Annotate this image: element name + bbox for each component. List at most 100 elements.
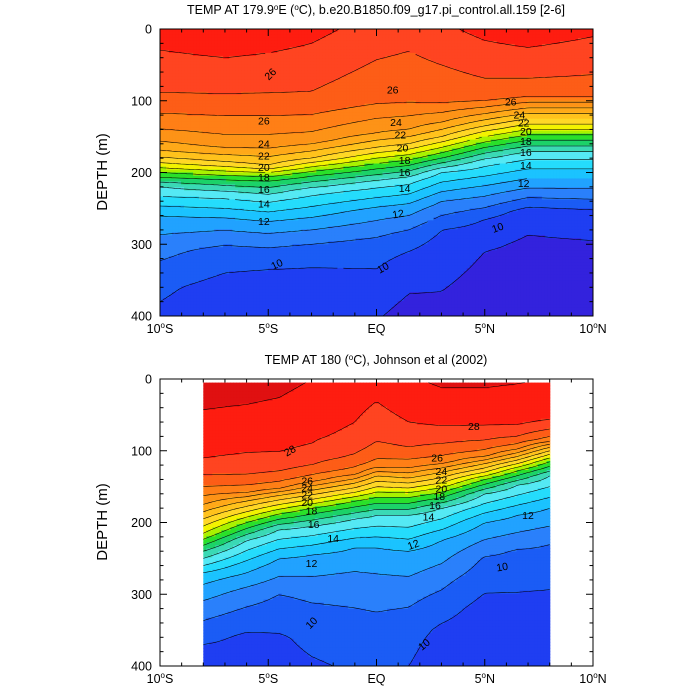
contour-fill-cell xyxy=(232,31,236,36)
contour-fill-cell xyxy=(457,34,462,39)
contour-fill-cell xyxy=(412,91,417,96)
contour-fill-cell xyxy=(589,64,593,69)
contour-fill-cell xyxy=(304,31,308,36)
contour-fill-cell xyxy=(322,67,326,72)
contour-fill-cell xyxy=(364,52,369,57)
contour-fill-cell xyxy=(412,40,417,45)
contour-fill-cell xyxy=(403,85,408,90)
contour-fill-cell xyxy=(565,49,570,54)
contour-fill-cell xyxy=(505,73,510,78)
contour-fill-cell xyxy=(256,61,260,66)
contour-fill-cell xyxy=(358,34,363,39)
contour-fill-cell xyxy=(169,58,173,63)
contour-fill-cell xyxy=(424,37,429,42)
contour-fill-cell xyxy=(316,76,320,81)
contour-fill-cell xyxy=(433,70,438,75)
contour-fill-cell xyxy=(265,70,269,75)
contour-fill-cell xyxy=(490,40,495,45)
contour-fill-cell xyxy=(268,97,272,102)
contour-fill-cell xyxy=(163,55,167,60)
contour-fill-cell xyxy=(283,37,287,42)
contour-fill-cell xyxy=(487,82,492,87)
contour-fill-cell xyxy=(319,70,323,75)
contour-fill-cell xyxy=(208,40,212,45)
contour-fill-cell xyxy=(346,67,351,72)
contour-fill-cell xyxy=(421,52,426,57)
contour-fill-cell xyxy=(361,37,366,42)
contour-fill-cell xyxy=(490,29,495,33)
contour-fill-cell xyxy=(235,79,239,84)
contour-fill-cell xyxy=(241,55,245,60)
contour-fill-cell xyxy=(391,43,396,48)
contour-fill-cell xyxy=(238,88,242,93)
contour-fill-cell xyxy=(550,46,555,51)
contour-fill-cell xyxy=(238,31,242,36)
contour-fill-cell xyxy=(514,70,519,75)
contour-fill-cell xyxy=(418,79,423,84)
contour-fill-cell xyxy=(496,67,501,72)
contour-fill-cell xyxy=(307,94,311,99)
contour-fill-cell xyxy=(346,31,351,36)
contour-fill-cell xyxy=(349,91,354,96)
contour-fill-cell xyxy=(418,67,423,72)
contour-fill-cell xyxy=(541,37,546,42)
contour-fill-cell xyxy=(313,43,317,48)
contour-fill-cell xyxy=(460,91,465,96)
contour-fill-cell xyxy=(322,94,326,99)
contour-fill-cell xyxy=(358,67,363,72)
contour-fill-cell xyxy=(400,64,405,69)
contour-fill-cell xyxy=(358,52,363,57)
contour-fill-cell xyxy=(328,58,332,63)
contour-fill-cell xyxy=(574,82,579,87)
contour-fill-cell xyxy=(364,31,369,36)
contour-fill-cell xyxy=(589,67,593,72)
contour-fill-cell xyxy=(328,40,332,45)
contour-fill-cell xyxy=(586,49,591,54)
contour-fill-cell xyxy=(202,97,206,102)
contour-fill-cell xyxy=(241,70,245,75)
contour-fill-cell xyxy=(202,76,206,81)
contour-fill-cell xyxy=(577,76,582,81)
contour-fill-cell xyxy=(169,97,173,102)
contour-fill-cell xyxy=(166,43,170,48)
contour-fill-cell xyxy=(544,31,549,36)
contour-fill-cell xyxy=(388,61,393,66)
contour-fill-cell xyxy=(364,29,369,33)
contour-fill-cell xyxy=(553,76,558,81)
contour-fill-cell xyxy=(364,43,369,48)
contour-fill-cell xyxy=(166,88,170,93)
contour-fill-cell xyxy=(259,31,263,36)
contour-fill-cell xyxy=(553,85,558,90)
contour-fill-cell xyxy=(169,79,173,84)
contour-fill-cell xyxy=(388,82,393,87)
contour-fill-cell xyxy=(517,79,522,84)
contour-fill-cell xyxy=(415,70,420,75)
contour-fill-cell xyxy=(532,64,537,69)
contour-fill-cell xyxy=(181,61,185,66)
contour-fill-cell xyxy=(361,40,366,45)
contour-fill-cell xyxy=(451,31,456,36)
contour-fill-cell xyxy=(535,52,540,57)
contour-fill-cell xyxy=(493,34,498,39)
contour-fill-cell xyxy=(508,70,513,75)
contour-fill-cell xyxy=(358,91,363,96)
contour-fill-cell xyxy=(193,94,197,99)
contour-fill-cell xyxy=(349,85,354,90)
contour-fill-cell xyxy=(379,85,384,90)
contour-fill-cell xyxy=(391,88,396,93)
contour-fill-cell xyxy=(481,52,486,57)
contour-fill-cell xyxy=(490,31,495,36)
contour-fill-cell xyxy=(286,58,290,63)
contour-fill-cell xyxy=(466,82,471,87)
contour-fill-cell xyxy=(493,55,498,60)
contour-fill-cell xyxy=(196,58,200,63)
contour-fill-cell xyxy=(394,79,399,84)
contour-fill-cell xyxy=(442,61,447,66)
contour-fill-cell xyxy=(580,55,585,60)
contour-fill-cell xyxy=(262,67,266,72)
contour-fill-cell xyxy=(577,79,582,84)
contour-fill-cell xyxy=(472,64,477,69)
contour-fill-cell xyxy=(469,29,474,33)
contour-fill-cell xyxy=(310,31,314,36)
contour-fill-cell xyxy=(316,43,320,48)
